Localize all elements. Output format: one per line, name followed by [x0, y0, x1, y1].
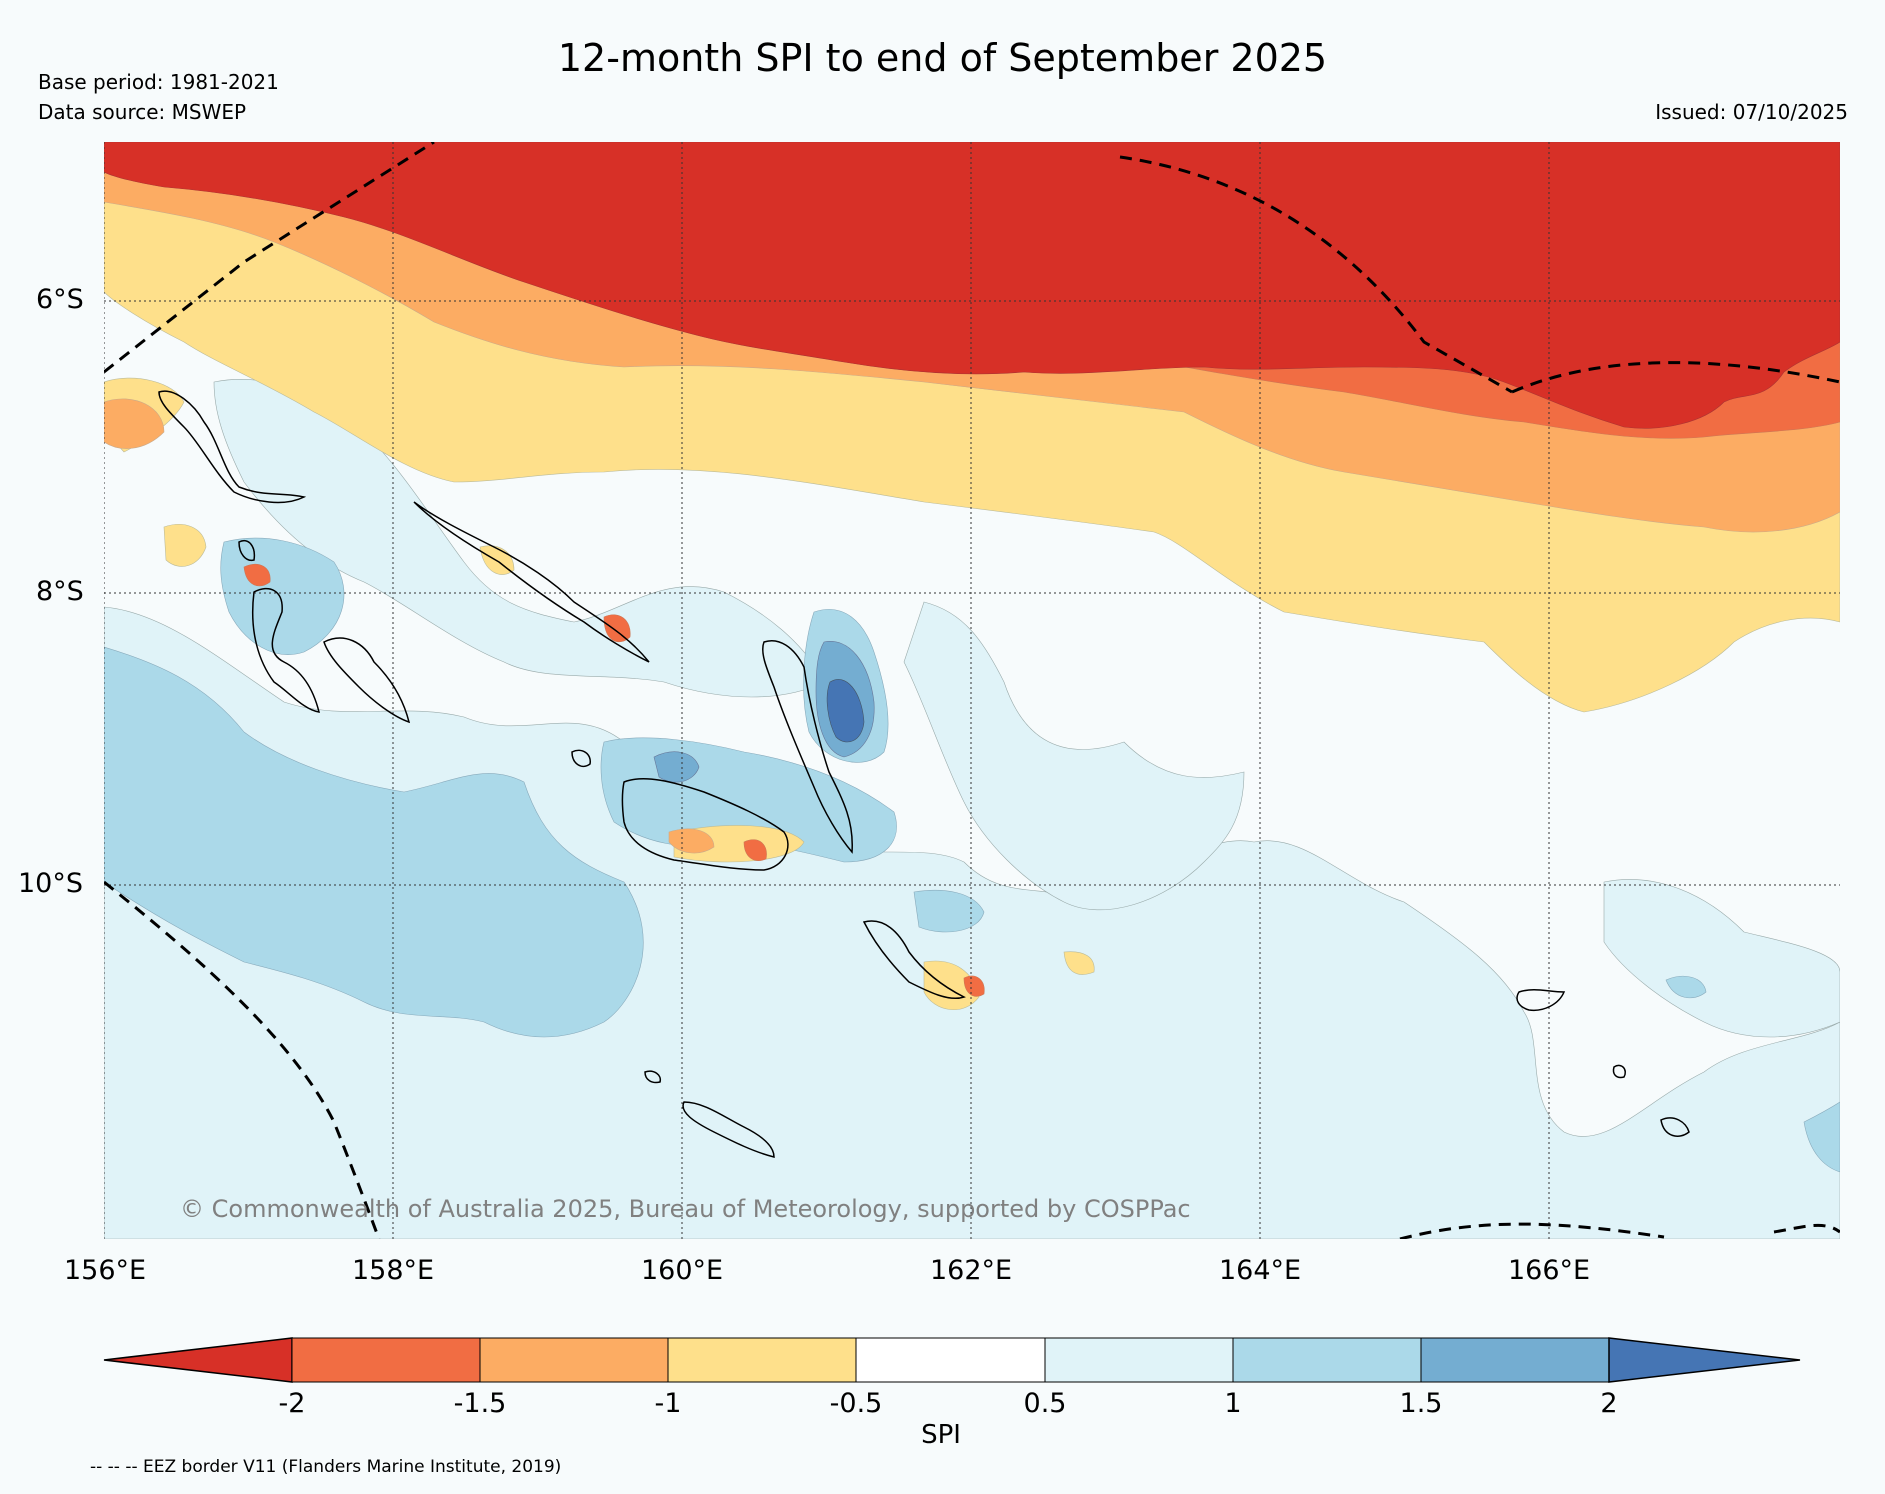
- dry-strong-blob-1: [603, 614, 631, 642]
- eez-borders: [104, 142, 1840, 1239]
- spi-map: [104, 142, 1840, 1239]
- russell-islands-coast: [571, 749, 591, 768]
- wet-strong-blob: [653, 751, 700, 783]
- colorbar-tick-neg0.5: -0.5: [829, 1388, 883, 1419]
- wet-extreme-region: [826, 679, 865, 743]
- colorbar-segment-below-2: [103, 1337, 293, 1383]
- colorbar-tick-neg1: -1: [654, 1388, 682, 1419]
- copyright-notice: © Commonwealth of Australia 2025, Bureau…: [180, 1195, 1191, 1223]
- choiseul-coast: [413, 501, 650, 663]
- colorbar-segment-1.5-to-1: [479, 1337, 669, 1383]
- data-source: Data source: MSWEP: [38, 100, 247, 124]
- dry-medium-blob-1: [104, 398, 165, 449]
- new-georgia-coast-2: [323, 637, 411, 724]
- wet-medium-blob-4: [913, 889, 985, 933]
- lon-label-158e: 158°E: [352, 1255, 435, 1286]
- rennell-coast: [644, 1070, 662, 1084]
- wet-medium-blob-6: [1665, 976, 1707, 999]
- tinakula-coast: [1660, 1117, 1690, 1137]
- shortland-coast: [238, 540, 256, 562]
- guadalcanal-coast: [621, 777, 789, 871]
- colorbar-segment-0.5-to-1: [1044, 1337, 1234, 1383]
- colorbar-tick-neg2: -2: [278, 1388, 306, 1419]
- makira-coast: [682, 1101, 775, 1158]
- eez-legend-note: -- -- -- EEZ border V11 (Flanders Marine…: [90, 1457, 562, 1477]
- colorbar-segment-1-to-0.5: [667, 1337, 857, 1383]
- isabel-coast: [762, 640, 853, 854]
- dry-strong-blob-4: [743, 839, 767, 861]
- santa-cruz-coast: [1516, 989, 1566, 1012]
- base-period: Base period: 1981-2021: [38, 70, 279, 94]
- lon-label-166e: 166°E: [1508, 1255, 1591, 1286]
- colorbar-segment-2-to-1.5: [291, 1337, 481, 1383]
- dry-strong-blob-2: [243, 563, 271, 587]
- lon-label-164e: 164°E: [1219, 1255, 1302, 1286]
- dry-strong-blob-3: [963, 975, 985, 997]
- malaita-coast: [862, 920, 966, 999]
- colorbar-segment-above-2: [1608, 1337, 1801, 1383]
- dry-medium-blob-2: [668, 828, 715, 854]
- bougainville-coast: [158, 390, 307, 504]
- colorbar-tick-neg1.5: -1.5: [453, 1388, 507, 1419]
- lon-label-156e: 156°E: [64, 1255, 147, 1286]
- lat-label-10s: 10°S: [18, 868, 83, 899]
- lon-label-160e: 160°E: [641, 1255, 724, 1286]
- lon-label-162e: 162°E: [930, 1255, 1013, 1286]
- issued-date: Issued: 07/10/2025: [1655, 100, 1848, 124]
- wet-light-region-2: [903, 601, 1245, 911]
- colorbar-tick-0.5: 0.5: [1023, 1388, 1067, 1419]
- colorbar: [103, 1337, 1801, 1383]
- lat-label-8s: 8°S: [36, 576, 84, 607]
- lat-label-6s: 6°S: [36, 284, 84, 315]
- map-title: 12-month SPI to end of September 2025: [557, 36, 1328, 80]
- new-georgia-coast: [251, 587, 320, 713]
- colorbar-tick-2: 2: [1600, 1388, 1618, 1419]
- colorbar-tick-1: 1: [1224, 1388, 1242, 1419]
- colorbar-segment-1.5-to-2: [1420, 1337, 1610, 1383]
- dry-extreme-region: [104, 142, 1840, 429]
- coastlines: [158, 390, 1690, 1158]
- dry-light-blob-5: [1063, 951, 1095, 975]
- graticule: [104, 142, 1840, 1239]
- wet-medium-blob-5: [1803, 1101, 1840, 1173]
- wet-medium-region: [104, 646, 644, 1038]
- wet-light-region-4: [1603, 879, 1840, 1038]
- colorbar-segment-1-to-1.5: [1232, 1337, 1422, 1383]
- dry-light-blob-2: [163, 524, 207, 567]
- vanikoro-coast: [1612, 1064, 1626, 1079]
- dry-light-blob-4: [923, 960, 980, 1011]
- colorbar-label: SPI: [921, 1420, 961, 1450]
- colorbar-segment-normal: [855, 1337, 1046, 1383]
- colorbar-tick-1.5: 1.5: [1399, 1388, 1443, 1419]
